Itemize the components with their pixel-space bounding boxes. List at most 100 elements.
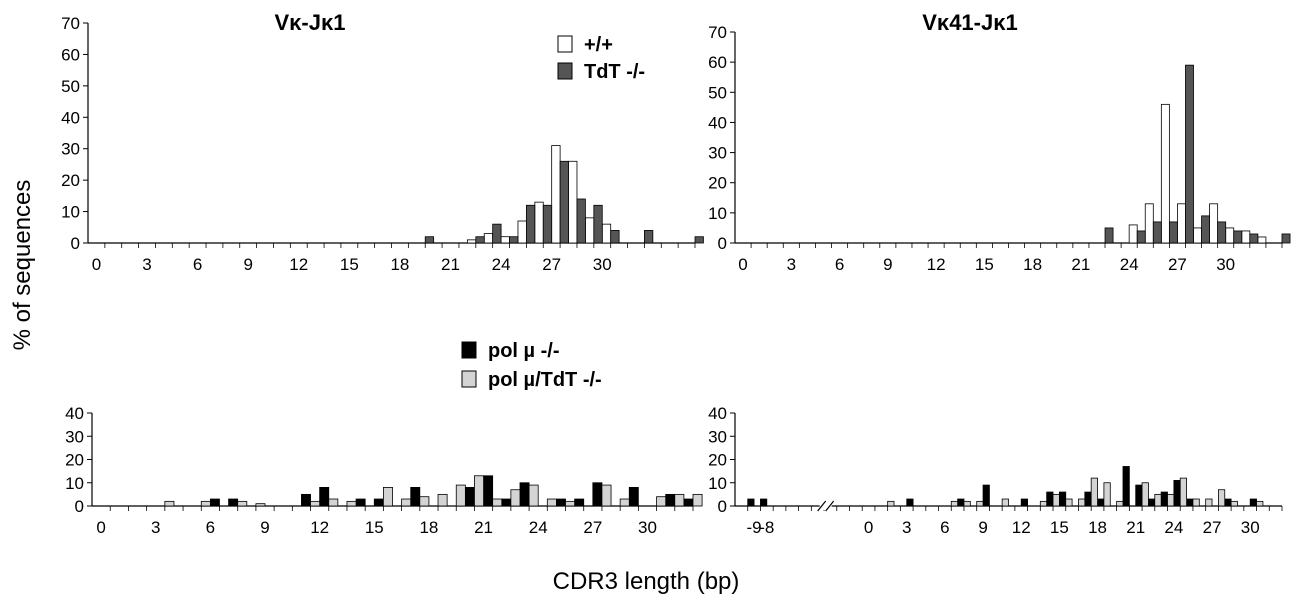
x-tick-label: 30 (593, 255, 612, 274)
x-tick-label: 12 (289, 255, 308, 274)
bar-b (492, 223, 502, 244)
bar-b (1090, 477, 1098, 507)
bar-a (319, 486, 330, 507)
x-tick-label: 21 (441, 255, 460, 274)
legend-label-polmu: pol µ -/- (488, 340, 560, 362)
bar-b (1256, 500, 1264, 507)
bar-a (1257, 236, 1267, 244)
chart-top-left: Vκ-Jκ1 0 10 20 30 40 50 60 70 0 3 6 9 12 15 18 21 24 27 30 (61, 10, 704, 274)
bar-a (1177, 203, 1186, 244)
bar-b (546, 498, 557, 507)
x-tick-label: 30 (1216, 255, 1235, 274)
y-tick-label: 30 (708, 144, 727, 163)
legend-swatch-polmu-tdt (461, 370, 477, 388)
bar-a (501, 498, 512, 507)
chart-bottom-left: 0 10 20 30 40 0 3 6 9 12 15 18 21 24 27 30 (65, 404, 703, 537)
bar-b (474, 475, 484, 507)
bar-b (1185, 64, 1194, 244)
bar-a (228, 498, 239, 507)
x-tick-label: 9 (260, 518, 269, 537)
x-tick-label: 21 (1126, 518, 1145, 537)
bar-b (164, 500, 175, 507)
y-tick-label: 50 (708, 83, 727, 102)
bar-a (373, 498, 384, 507)
bar-b (475, 236, 485, 244)
bar-b (1104, 227, 1114, 244)
bar-a (355, 498, 366, 507)
y-tick-label: 40 (65, 404, 84, 423)
chart-bottom-right: 0 10 20 30 40 -9-8 0 3 6 9 12 15 18 21 24 27 30 (708, 404, 1283, 537)
x-tick-label: 15 (1050, 518, 1069, 537)
bar-a (1084, 491, 1092, 507)
bar-a (1186, 498, 1194, 507)
x-tick-label: 0 (864, 518, 873, 537)
bar-b (509, 236, 519, 244)
y-tick-label: 70 (61, 14, 80, 33)
chart-title: Vκ41-Jκ1 (922, 10, 1017, 35)
x-tick-label: 3 (151, 518, 160, 537)
bar-b (1217, 489, 1226, 507)
bar-b (565, 500, 576, 507)
x-tick-label: 12 (927, 255, 946, 274)
x-tick-label: 6 (193, 255, 202, 274)
bar-a (1173, 480, 1181, 507)
x-tick-label: 18 (1088, 518, 1107, 537)
x-tick-label: 24 (529, 518, 548, 537)
bar-b (1078, 498, 1086, 507)
bar-b (601, 484, 612, 507)
y-tick-label: 0 (75, 497, 84, 516)
x-tick-label: 9 (883, 255, 892, 274)
y-tick-label: 40 (708, 404, 727, 423)
x-tick-label: -9 (747, 518, 762, 537)
x-tick-label: 27 (583, 518, 602, 537)
bar-a (410, 486, 421, 507)
bar-b (1136, 230, 1146, 244)
bar-b (1039, 500, 1048, 507)
legend-swatch-wt (557, 35, 573, 53)
chart-title: Vκ-Jκ1 (274, 10, 345, 35)
x-tick-label: 9 (978, 518, 987, 537)
y-tick-label: 60 (61, 45, 80, 64)
y-tick-label: 20 (708, 174, 727, 193)
bar-a (1241, 230, 1251, 244)
bar-b (1201, 215, 1211, 244)
y-tick-label: 50 (61, 77, 80, 96)
bar-b (1154, 493, 1162, 507)
bar-b (542, 204, 553, 244)
bar-a (1128, 224, 1138, 244)
bar-a (906, 498, 914, 507)
x-tick-label: 0 (92, 255, 101, 274)
bar-b (1116, 500, 1124, 507)
y-tick-label: 20 (61, 171, 80, 190)
bar-b (950, 500, 959, 507)
bar-a (466, 239, 477, 244)
bar-b (401, 498, 412, 507)
bar-a (683, 498, 694, 507)
bar-a (760, 498, 768, 507)
bar-b (346, 500, 357, 507)
x-tick-label: 15 (975, 255, 994, 274)
y-tick-label: 10 (708, 474, 727, 493)
bar-b (437, 493, 448, 507)
bar-b (593, 204, 603, 244)
axis-break-mark (825, 500, 835, 512)
y-tick-label: 40 (708, 113, 727, 132)
bar-b (1233, 230, 1243, 244)
y-axis-label: % of sequences (9, 180, 36, 351)
bar-a (551, 145, 561, 244)
bar-a (568, 160, 578, 244)
bar-b (1217, 221, 1227, 244)
bar-a (1160, 103, 1170, 244)
legend-label-tdt: TdT -/- (584, 61, 645, 83)
x-tick-label: 18 (390, 255, 409, 274)
bar-a (574, 498, 585, 507)
bar-b (328, 498, 339, 507)
y-tick-label: 10 (708, 204, 727, 223)
x-tick-label: 27 (1168, 255, 1187, 274)
x-tick-label: 15 (365, 518, 384, 537)
bar-a (500, 236, 510, 244)
bar-a (1020, 498, 1028, 507)
bottom-legend: pol µ -/- pol µ/TdT -/- (461, 340, 602, 391)
bar-b (1168, 221, 1178, 244)
bar-a (957, 498, 965, 507)
